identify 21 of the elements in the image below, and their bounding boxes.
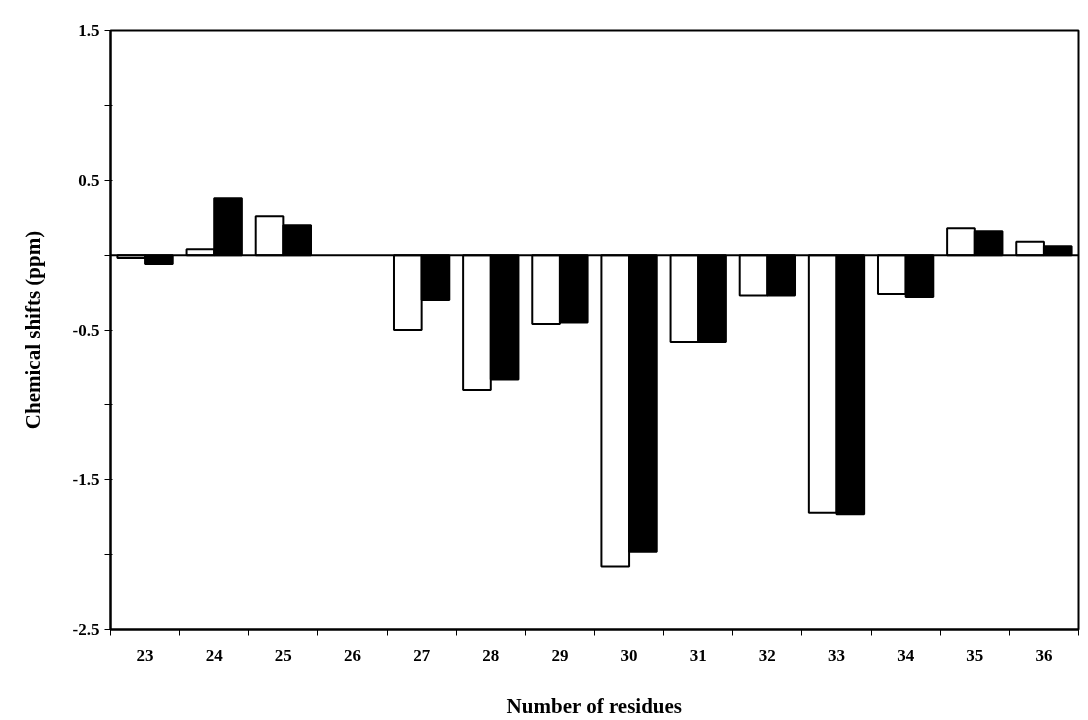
x-tick-label: 33 xyxy=(828,645,845,665)
x-tick-label: 27 xyxy=(413,645,431,665)
x-axis-title: Number of residues xyxy=(506,693,683,718)
x-tick-label: 24 xyxy=(205,645,224,665)
x-tick-label: 25 xyxy=(274,645,292,665)
x-tick-label: 36 xyxy=(1035,645,1053,665)
x-tick-label: 34 xyxy=(897,645,915,665)
y-tick-label: -0.5 xyxy=(72,320,100,340)
x-tick-label: 31 xyxy=(689,645,707,665)
x-tick-label: 35 xyxy=(966,645,984,665)
y-tick-label: -2.5 xyxy=(72,620,100,639)
y-tick-label: 0.5 xyxy=(78,170,100,190)
x-tick-label: 32 xyxy=(758,645,776,665)
x-tick-label: 28 xyxy=(482,645,500,665)
x-tick-label: 26 xyxy=(344,645,361,665)
y-tick-label: 1.5 xyxy=(78,21,100,40)
x-tick-label: 23 xyxy=(136,645,154,665)
x-tick-label: 29 xyxy=(551,645,569,665)
y-axis-title: Chemical shifts (ppm) xyxy=(20,230,45,430)
x-tick-label: 30 xyxy=(620,645,638,665)
y-tick-label: -1.5 xyxy=(72,470,100,490)
